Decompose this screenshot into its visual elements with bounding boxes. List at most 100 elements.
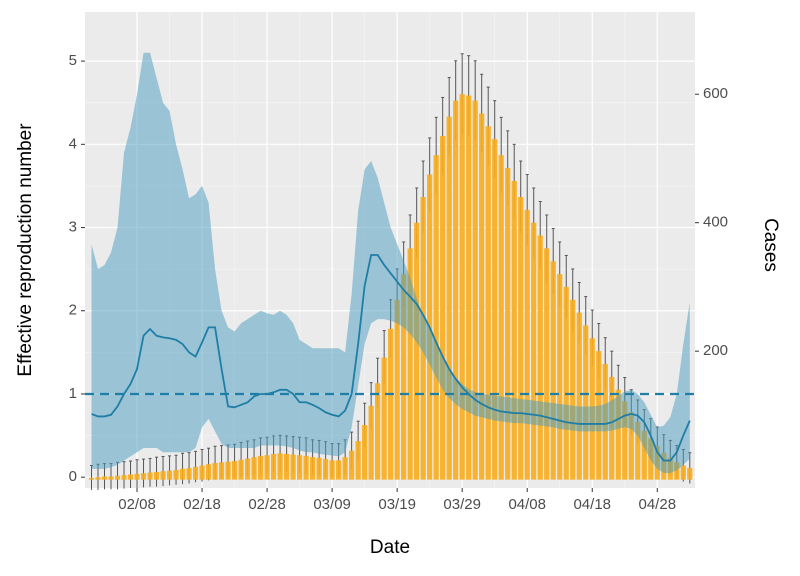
bar [557,274,563,480]
bar [381,357,387,480]
bar [628,412,634,480]
bar [205,464,212,480]
y-axis-title: Effective reproduction number [15,123,36,377]
bar [485,126,491,480]
bar [550,261,556,480]
bar [95,477,101,480]
x-tick-label: 04/08 [508,496,546,513]
bar [433,155,439,480]
y-tick-label: 2 [69,302,77,319]
bar [518,197,524,480]
x-tick-label: 02/28 [248,496,286,513]
bar [88,477,95,480]
bar [114,475,121,480]
bar [362,425,368,480]
bar [674,462,680,480]
x-tick-label: 02/08 [118,496,156,513]
bar [257,455,264,480]
bar [570,299,576,480]
bar [186,468,192,480]
bar [192,466,199,480]
bar [680,465,686,480]
bar [407,248,413,480]
bar [446,116,452,480]
bar [270,453,277,480]
x-tick-label: 02/18 [183,496,221,513]
bar [342,457,348,480]
x-axis-title: Date [370,537,410,558]
bar [179,468,186,480]
x-tick-label: 03/09 [313,496,351,513]
bar [310,457,316,480]
bar [479,113,485,480]
bar [147,472,153,480]
bar [563,286,569,480]
bar [576,312,582,480]
bar [108,476,114,480]
bar [511,180,517,480]
bar [101,476,108,480]
bar [218,462,225,480]
r-line [91,254,691,462]
x-tick-label: 03/19 [378,496,416,513]
bar [251,457,257,480]
bar [127,474,134,480]
y-tick-label: 4 [69,135,77,152]
bar [544,248,550,480]
bar [414,222,420,480]
bar [524,209,530,480]
bar [238,459,244,480]
bar [635,421,641,480]
bar [459,94,465,480]
bar [349,450,355,480]
bar [323,459,329,480]
bar [153,471,160,480]
y2-axis-title: Cases [760,218,781,272]
bar [303,455,309,480]
bar [160,471,166,480]
bar [537,235,543,480]
bar [166,470,173,480]
bar [472,100,478,480]
y-tick-label: 1 [69,385,77,402]
bar [173,470,179,480]
bar [121,475,127,480]
bar [212,462,218,480]
bar [277,453,283,480]
bar [336,460,342,480]
bar [622,401,628,480]
bar [531,222,537,480]
bar [375,383,381,480]
bar [199,465,205,480]
bar [505,168,511,480]
bar [466,95,472,480]
bar [244,458,251,480]
bar [140,473,147,480]
bar [134,473,140,480]
bar [225,461,231,480]
y-tick-label: 0 [69,468,77,485]
bar [401,274,407,480]
bar [388,328,394,480]
x-tick-label: 03/29 [443,496,481,513]
bar [453,100,459,480]
bar [283,453,290,480]
bar [355,441,361,480]
y-tick-label: 5 [69,52,77,69]
y2-tick-label: 200 [703,342,728,359]
bar [297,455,303,480]
y-tick-label: 3 [69,219,77,236]
y2-tick-label: 600 [703,85,728,102]
bar [687,468,693,480]
bar [583,325,589,480]
x-tick-label: 04/28 [639,496,677,513]
y2-tick-label: 400 [703,214,728,231]
bar [231,461,238,480]
bar [264,455,270,480]
bar [492,139,498,480]
bar [290,454,296,480]
bar [316,457,322,480]
bar [394,299,400,480]
